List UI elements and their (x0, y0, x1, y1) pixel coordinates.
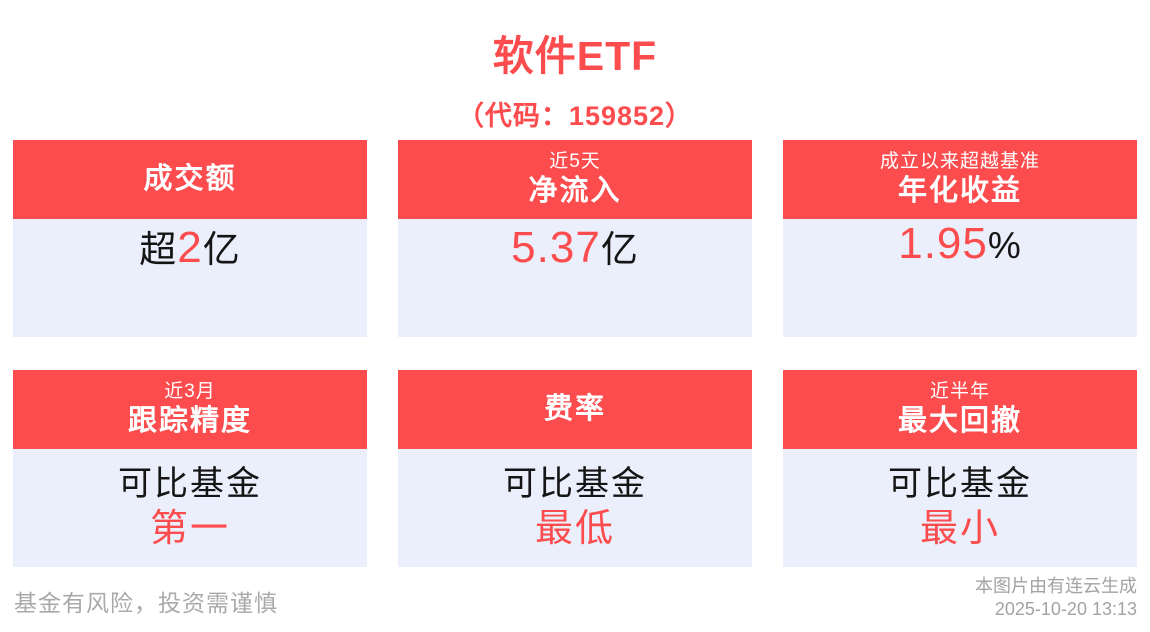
turnover-value: 2 (177, 223, 203, 272)
card-annualized-return: 成立以来超越基准 年化收益 1.95 % (783, 140, 1137, 337)
card-max-drawdown-header-label: 最大回撤 (897, 404, 1022, 437)
fee-rate-rank: 最低 (534, 507, 615, 550)
generator-watermark-source: 本图片由有连云生成 (975, 576, 1137, 596)
card-tracking-precision-header-small: 近3月 (164, 381, 216, 403)
card-fee-rate-body: 可比基金 最低 (398, 449, 752, 567)
generator-watermark-timestamp: 2025-10-20 13:13 (994, 598, 1137, 619)
card-net-inflow-header-label: 净流入 (528, 174, 622, 207)
generator-watermark: 本图片由有连云生成 2025-10-20 13:13 (975, 575, 1137, 620)
card-tracking-precision: 近3月 跟踪精度 可比基金 第一 (13, 370, 367, 567)
card-turnover: 成交额 超 2 亿 (13, 140, 367, 337)
risk-disclaimer: 基金有风险，投资需谨慎 (14, 590, 278, 616)
card-fee-rate-header: 费率 (398, 370, 752, 449)
tracking-precision-rank: 第一 (149, 507, 230, 550)
stat-card-grid: 成交额 超 2 亿 近5天 净流入 5.37 亿 成立以来超越基准 (13, 140, 1137, 567)
card-annualized-return-header-small: 成立以来超越基准 (879, 151, 1040, 173)
card-max-drawdown-header-small: 近半年 (929, 381, 990, 403)
page-title: 软件ETF (492, 33, 658, 79)
card-tracking-precision-header: 近3月 跟踪精度 (13, 370, 367, 449)
card-turnover-header-label: 成交额 (143, 163, 237, 196)
card-tracking-precision-header-label: 跟踪精度 (127, 404, 252, 437)
card-max-drawdown-body: 可比基金 最小 (783, 449, 1137, 567)
annualized-return-unit: % (987, 225, 1022, 266)
turnover-prefix: 超 (139, 229, 178, 270)
card-fee-rate-header-label: 费率 (543, 393, 606, 426)
card-net-inflow: 近5天 净流入 5.37 亿 (398, 140, 752, 337)
net-inflow-unit: 亿 (600, 229, 639, 270)
fund-code-subtitle: （代码：159852） (456, 101, 694, 131)
turnover-unit: 亿 (202, 229, 241, 270)
title-block: 软件ETF （代码：159852） (0, 0, 1150, 133)
card-annualized-return-header-label: 年化收益 (897, 174, 1022, 207)
tracking-precision-comparable-label: 可比基金 (118, 465, 262, 504)
fee-rate-comparable-label: 可比基金 (503, 465, 647, 504)
card-net-inflow-header-small: 近5天 (549, 151, 601, 173)
card-fee-rate: 费率 可比基金 最低 (398, 370, 752, 567)
card-max-drawdown: 近半年 最大回撤 可比基金 最小 (783, 370, 1137, 567)
max-drawdown-rank: 最小 (919, 507, 1000, 550)
max-drawdown-comparable-label: 可比基金 (888, 465, 1032, 504)
card-net-inflow-header: 近5天 净流入 (398, 140, 752, 219)
card-annualized-return-header: 成立以来超越基准 年化收益 (783, 140, 1137, 219)
net-inflow-value: 5.37 (511, 223, 601, 272)
card-max-drawdown-header: 近半年 最大回撤 (783, 370, 1137, 449)
card-annualized-return-body: 1.95 % (783, 219, 1137, 337)
card-tracking-precision-body: 可比基金 第一 (13, 449, 367, 567)
card-net-inflow-body: 5.37 亿 (398, 219, 752, 337)
card-turnover-body: 超 2 亿 (13, 219, 367, 337)
card-turnover-header: 成交额 (13, 140, 367, 219)
annualized-return-value: 1.95 (898, 219, 988, 268)
